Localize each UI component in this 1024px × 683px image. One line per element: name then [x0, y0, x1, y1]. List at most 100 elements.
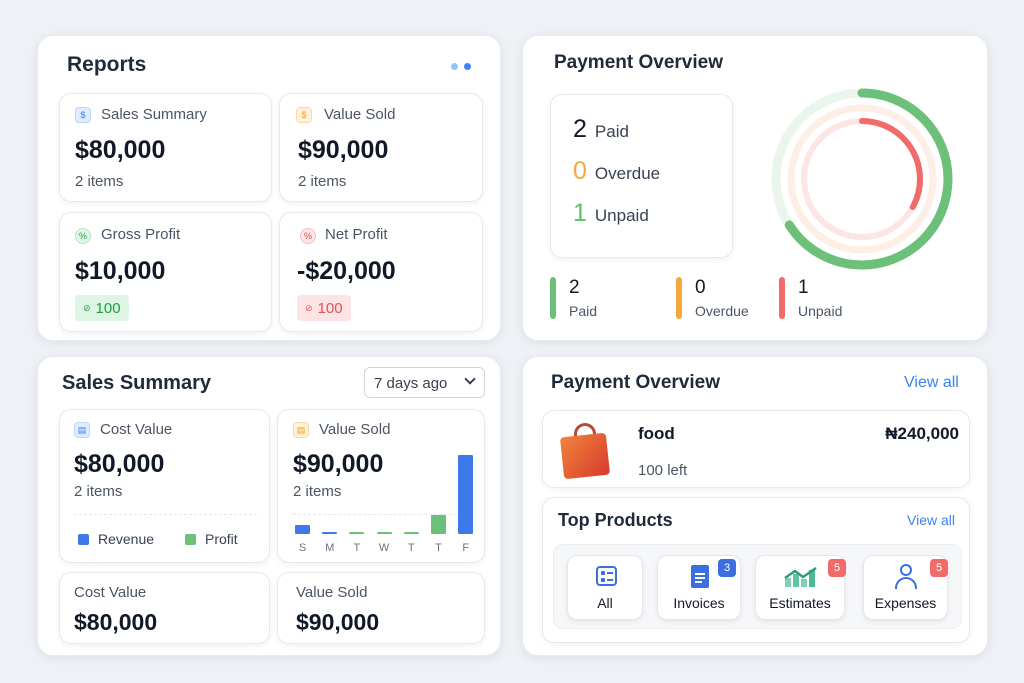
product-name: food [638, 424, 675, 443]
summary-label: Paid [594, 122, 629, 141]
reports-panel: Reports $ Sales Summary $80,000 2 items … [37, 35, 501, 341]
tile-expenses[interactable]: 5 Expenses [863, 555, 948, 620]
payment-overview-title: Payment Overview [554, 52, 723, 73]
tile-invoices[interactable]: 3 Invoices [657, 555, 741, 620]
card-sub: 2 items [293, 483, 342, 500]
check-icon: ⊘ [83, 302, 91, 313]
stat-label: Overdue [695, 303, 749, 319]
estimates-count-badge: 5 [828, 559, 846, 577]
period-value: 7 days ago [374, 375, 448, 392]
chart-divider [293, 514, 472, 515]
shopping-bag-icon [559, 423, 611, 480]
card-value: $90,000 [293, 450, 384, 478]
tile-label: Estimates [769, 595, 831, 611]
middle-ring-track [787, 104, 937, 254]
paid-bar [550, 277, 556, 319]
card-label: Net Profit [325, 226, 388, 243]
bar-revenue-0 [295, 524, 310, 534]
badge-value: 100 [95, 299, 121, 317]
period-select[interactable]: 7 days ago [364, 367, 485, 398]
unpaid-ring-arc [801, 118, 923, 240]
card-label: Value Sold [324, 106, 396, 123]
sales-summary-panel: Sales Summary 7 days ago ▤ Cost Value $8… [37, 356, 501, 656]
card-sub: 2 items [74, 483, 123, 500]
legend-revenue: Revenue [78, 531, 154, 547]
top-products-card: Top Products View all All 3 Inv [542, 497, 970, 643]
document-icon [691, 565, 709, 588]
chart-divider [74, 514, 257, 515]
expenses-count-badge: 5 [930, 559, 948, 577]
bar-profit-5 [431, 515, 446, 534]
value-sold-bottom-card[interactable]: Value Sold $90,000 [277, 572, 485, 644]
gross-profit-icon: % [75, 228, 91, 244]
x-tick-label: T [407, 542, 415, 554]
product-row[interactable]: food ₦240,000 100 left [542, 410, 970, 488]
tile-label: All [597, 595, 613, 611]
product-stock: 100 left [638, 462, 688, 479]
summary-num: 0 [573, 157, 587, 185]
legend-label: Profit [205, 531, 238, 547]
tile-label: Invoices [673, 595, 725, 611]
summary-num: 1 [573, 199, 587, 227]
card-label: Value Sold [296, 584, 368, 601]
stat-label: Unpaid [798, 303, 843, 319]
product-price: ₦240,000 [885, 424, 959, 443]
x-tick-label: W [378, 542, 390, 554]
trend-chart-icon [784, 566, 817, 587]
card-value: $10,000 [75, 257, 166, 285]
net-profit-card[interactable]: % Net Profit -$20,000 ⊘ 100 [279, 212, 483, 332]
card-sub: 2 items [75, 173, 124, 190]
paid-ring-arc [771, 88, 953, 270]
card-value: -$20,000 [297, 257, 396, 285]
grid-list-icon [596, 566, 617, 586]
stat-num: 2 [569, 277, 580, 298]
profit-swatch [185, 533, 196, 545]
net-profit-badge: ⊘ 100 [297, 295, 351, 321]
card-label: Cost Value [74, 584, 147, 601]
cost-value-card[interactable]: ▤ Cost Value $80,000 2 items Revenue Pro… [59, 409, 270, 563]
unpaid-bar [779, 277, 785, 319]
invoices-count-badge: 3 [718, 559, 736, 577]
payment-overview-panel: Payment Overview 2 Paid 0 Overdue 1 Unpa… [522, 35, 988, 341]
bar-revenue-1 [322, 532, 338, 534]
summary-paid: 2 Paid [573, 115, 629, 144]
tile-estimates[interactable]: 5 Estimates [755, 555, 846, 620]
payment-overview-products-panel: Payment Overview View all food ₦240,000 … [522, 356, 988, 656]
gross-profit-card[interactable]: % Gross Profit $10,000 ⊘ 100 [59, 212, 272, 332]
tile-all[interactable]: All [567, 555, 643, 620]
card-value: $90,000 [296, 609, 380, 635]
summary-overdue: 0 Overdue [573, 157, 660, 186]
x-tick-label: M [325, 542, 335, 554]
sales-summary-title: Sales Summary [62, 372, 211, 394]
bar-profit-4 [403, 532, 419, 534]
revenue-swatch [78, 533, 89, 545]
summary-label: Overdue [594, 164, 661, 183]
chevron-down-icon [464, 373, 476, 385]
card-value: $80,000 [74, 609, 158, 635]
cost-value-bottom-card[interactable]: Cost Value $80,000 [59, 572, 270, 644]
badge-value: 100 [317, 299, 343, 317]
payment-summary-card: 2 Paid 0 Overdue 1 Unpaid [550, 94, 733, 258]
payment-ring-chart [771, 88, 953, 270]
value-sold-chart-card[interactable]: ▤ Value Sold $90,000 2 items S M T W T T F [277, 409, 485, 563]
card-value: $90,000 [298, 136, 389, 164]
view-all-link[interactable]: View all [904, 374, 959, 391]
view-all-link[interactable]: View all [907, 512, 955, 528]
stat-label: Paid [569, 303, 598, 319]
tile-label: Expenses [874, 595, 937, 611]
stat-num: 1 [798, 277, 809, 298]
card-label: Gross Profit [101, 226, 181, 243]
bar-profit-3 [376, 532, 392, 534]
x-tick-label: F [462, 542, 470, 554]
card-value: $80,000 [75, 136, 166, 164]
more-dots-icon[interactable] [450, 62, 474, 72]
overdue-bar [676, 277, 682, 319]
summary-label: Unpaid [594, 206, 649, 225]
value-sold-icon: $ [296, 107, 312, 123]
top-products-title: Top Products [558, 510, 673, 530]
value-sold-card[interactable]: $ Value Sold $90,000 2 items [279, 93, 483, 202]
sales-summary-card[interactable]: $ Sales Summary $80,000 2 items [59, 93, 272, 202]
gross-profit-badge: ⊘ 100 [75, 295, 129, 321]
card-label: Cost Value [100, 421, 173, 438]
